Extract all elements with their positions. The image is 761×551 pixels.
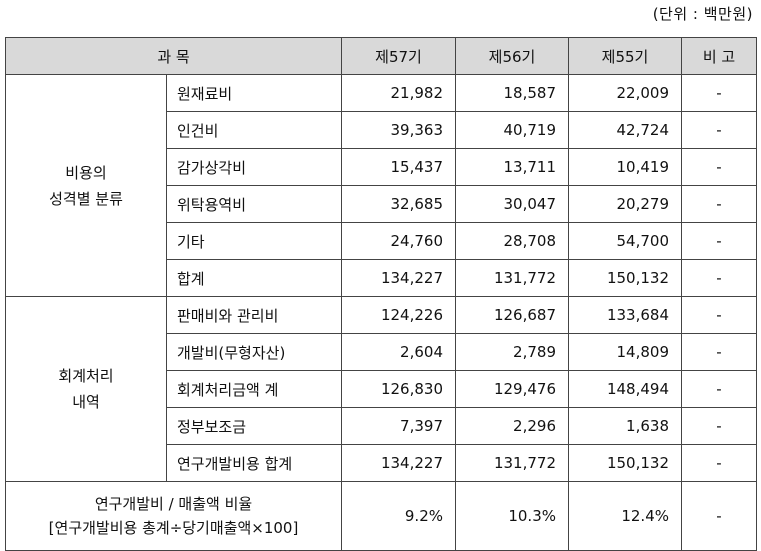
value-55: 42,724: [568, 111, 682, 149]
value-57: 15,437: [341, 148, 456, 186]
header-subject: 과 목: [5, 37, 342, 75]
table-row: 위탁용역비 32,685 30,047 20,279 -: [6, 185, 757, 223]
row-note: -: [681, 111, 757, 149]
value-56: 30,047: [455, 185, 569, 223]
group-label-line: 회계처리: [58, 367, 114, 385]
row-item: 감가상각비: [166, 148, 342, 186]
group-label-line: 성격별 분류: [49, 189, 123, 208]
value-56: 40,719: [455, 111, 569, 149]
row-note: -: [681, 259, 757, 297]
table-row: 연구개발비용 합계 134,227 131,772 150,132 -: [6, 444, 757, 482]
row-item: 정부보조금: [166, 407, 342, 445]
group-label-nature: 비용의 성격별 분류: [5, 74, 167, 297]
ratio-row: 연구개발비 / 매출액 비율 [연구개발비용 총계÷당기매출액×100] 9.2…: [5, 481, 757, 551]
value-55: 133,684: [568, 296, 682, 334]
row-item: 원재료비: [166, 74, 342, 112]
value-57: 32,685: [341, 185, 456, 223]
value-57: 39,363: [341, 111, 456, 149]
table-row: 비용의 성격별 분류 원재료비 21,982 18,587 22,009 -: [5, 74, 757, 297]
row-item: 연구개발비용 합계: [166, 444, 342, 482]
row-note: -: [681, 185, 757, 223]
value-57: 21,982: [341, 74, 456, 112]
value-55: 22,009: [568, 74, 682, 112]
row-item: 합계: [166, 259, 342, 297]
row-item: 개발비(무형자산): [166, 333, 342, 371]
value-56: 2,789: [455, 333, 569, 371]
value-56: 131,772: [455, 259, 569, 297]
value-57: 124,226: [341, 296, 456, 334]
group-label-line: 내역: [72, 393, 100, 411]
value-56: 18,587: [455, 74, 569, 112]
row-note: -: [681, 370, 757, 408]
table-row: 합계 134,227 131,772 150,132 -: [6, 259, 757, 297]
value-56: 13,711: [455, 148, 569, 186]
row-item: 회계처리금액 계: [166, 370, 342, 408]
header-col-57: 제57기: [341, 37, 456, 75]
row-item: 인건비: [166, 111, 342, 149]
value-55: 150,132: [568, 259, 682, 297]
value-55: 20,279: [568, 185, 682, 223]
unit-label: (단위 : 백만원): [652, 5, 753, 23]
row-note: -: [681, 444, 757, 482]
ratio-label-line1: 연구개발비 / 매출액 비율: [94, 495, 253, 513]
value-55: 54,700: [568, 222, 682, 260]
header-col-55: 제55기: [568, 37, 682, 75]
group-label-accounting: 회계처리 내역: [5, 296, 167, 482]
row-note: -: [681, 333, 757, 371]
header-note: 비 고: [681, 37, 757, 75]
group-label-line: 비용의: [65, 163, 107, 182]
rnd-expense-table: 과 목 제57기 제56기 제55기 비 고 비용의 성격별 분류 원재료비 2…: [5, 37, 757, 551]
ratio-label-line2: [연구개발비용 총계÷당기매출액×100]: [48, 519, 299, 537]
table-row: 인건비 39,363 40,719 42,724 -: [6, 111, 757, 149]
table-row: 회계처리 내역 판매비와 관리비 124,226 126,687 133,684…: [5, 296, 757, 482]
header-col-56: 제56기: [455, 37, 569, 75]
table-row: 회계처리금액 계 126,830 129,476 148,494 -: [6, 370, 757, 408]
value-57: 24,760: [341, 222, 456, 260]
value-56: 2,296: [455, 407, 569, 445]
ratio-57: 9.2%: [341, 481, 456, 551]
value-56: 126,687: [455, 296, 569, 334]
row-note: -: [681, 148, 757, 186]
row-item: 위탁용역비: [166, 185, 342, 223]
value-55: 10,419: [568, 148, 682, 186]
value-57: 126,830: [341, 370, 456, 408]
row-note: -: [681, 296, 757, 334]
value-56: 131,772: [455, 444, 569, 482]
value-57: 2,604: [341, 333, 456, 371]
value-55: 1,638: [568, 407, 682, 445]
value-55: 14,809: [568, 333, 682, 371]
value-56: 129,476: [455, 370, 569, 408]
row-note: -: [681, 407, 757, 445]
table-row: 개발비(무형자산) 2,604 2,789 14,809 -: [6, 333, 757, 371]
value-55: 150,132: [568, 444, 682, 482]
ratio-55: 12.4%: [568, 481, 682, 551]
ratio-label: 연구개발비 / 매출액 비율 [연구개발비용 총계÷당기매출액×100]: [5, 481, 342, 551]
row-note: -: [681, 222, 757, 260]
value-57: 134,227: [341, 259, 456, 297]
ratio-note: -: [681, 481, 757, 551]
table-row: 감가상각비 15,437 13,711 10,419 -: [6, 148, 757, 186]
value-57: 134,227: [341, 444, 456, 482]
row-note: -: [681, 74, 757, 112]
row-item: 판매비와 관리비: [166, 296, 342, 334]
value-56: 28,708: [455, 222, 569, 260]
ratio-56: 10.3%: [455, 481, 569, 551]
header-row: 과 목 제57기 제56기 제55기 비 고: [5, 37, 757, 75]
value-55: 148,494: [568, 370, 682, 408]
value-57: 7,397: [341, 407, 456, 445]
table-row: 기타 24,760 28,708 54,700 -: [6, 222, 757, 260]
row-item: 기타: [166, 222, 342, 260]
